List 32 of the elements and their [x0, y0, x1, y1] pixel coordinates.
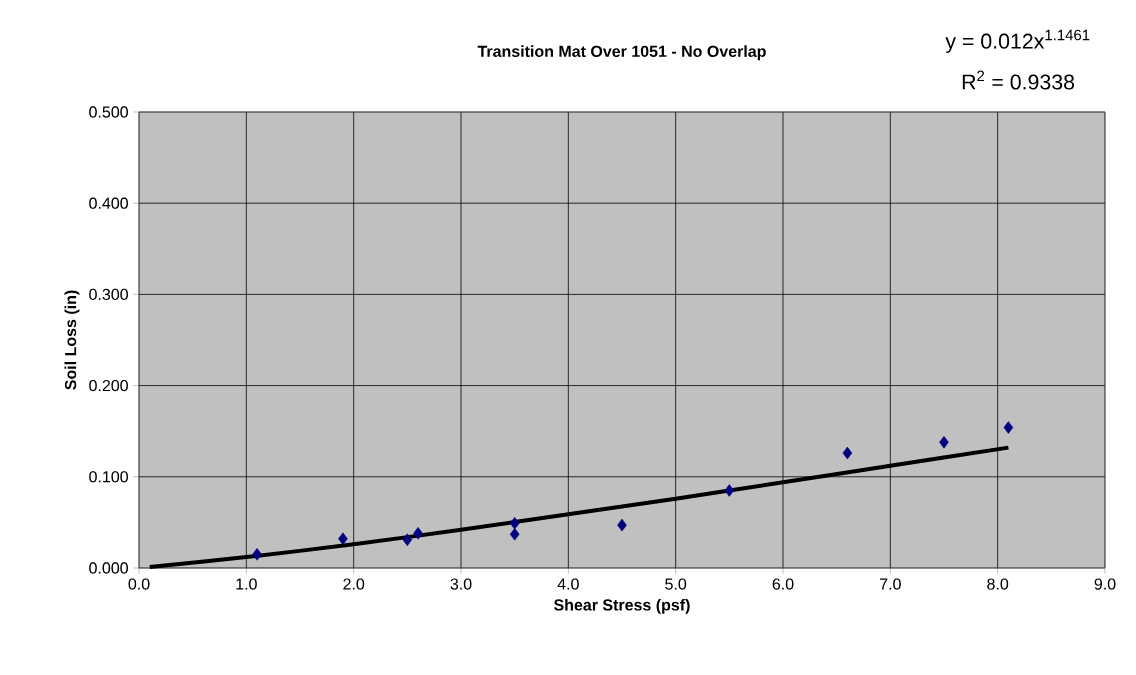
point	[617, 518, 627, 532]
x-axis-title: Shear Stress (psf)	[553, 598, 690, 614]
y-tick-label: 0.500	[89, 106, 128, 118]
x-tick-label: 7.0	[880, 578, 901, 590]
point	[413, 527, 423, 540]
point	[338, 532, 348, 546]
x-tick-label: 9.0	[1094, 578, 1116, 590]
point	[402, 533, 413, 546]
x-tick-label: 8.0	[987, 578, 1009, 590]
text: y = 0.012x$^{1.1461}$	[945, 29, 1090, 53]
x-tick-label: 0.0	[128, 578, 150, 590]
x-tick-label: 2.0	[343, 578, 365, 590]
y-axis-title: Soil Loss (in)	[64, 290, 80, 390]
x-tick-label: 1.0	[236, 578, 257, 590]
x-tick-label: 3.0	[450, 578, 472, 590]
x-tick-label: 5.0	[665, 578, 687, 590]
x-tick-label: 6.0	[772, 578, 794, 590]
y-tick-label: 0.000	[89, 562, 128, 574]
point	[724, 484, 735, 497]
point	[509, 517, 520, 530]
x-tick-label: 4.0	[557, 578, 579, 590]
point	[1003, 421, 1014, 434]
point	[842, 446, 853, 460]
y-tick-label: 0.400	[89, 197, 128, 209]
y-tick-label: 0.300	[89, 288, 128, 301]
point	[509, 527, 520, 541]
chart-title: Transition Mat Over 1051 - No Overlap	[477, 45, 766, 61]
y-tick-label: 0.200	[89, 379, 128, 392]
y-tick-label: 0.100	[89, 471, 128, 483]
point	[939, 435, 949, 449]
point	[252, 548, 262, 561]
text: R$^{2}$ = 0.9338	[962, 70, 1075, 90]
